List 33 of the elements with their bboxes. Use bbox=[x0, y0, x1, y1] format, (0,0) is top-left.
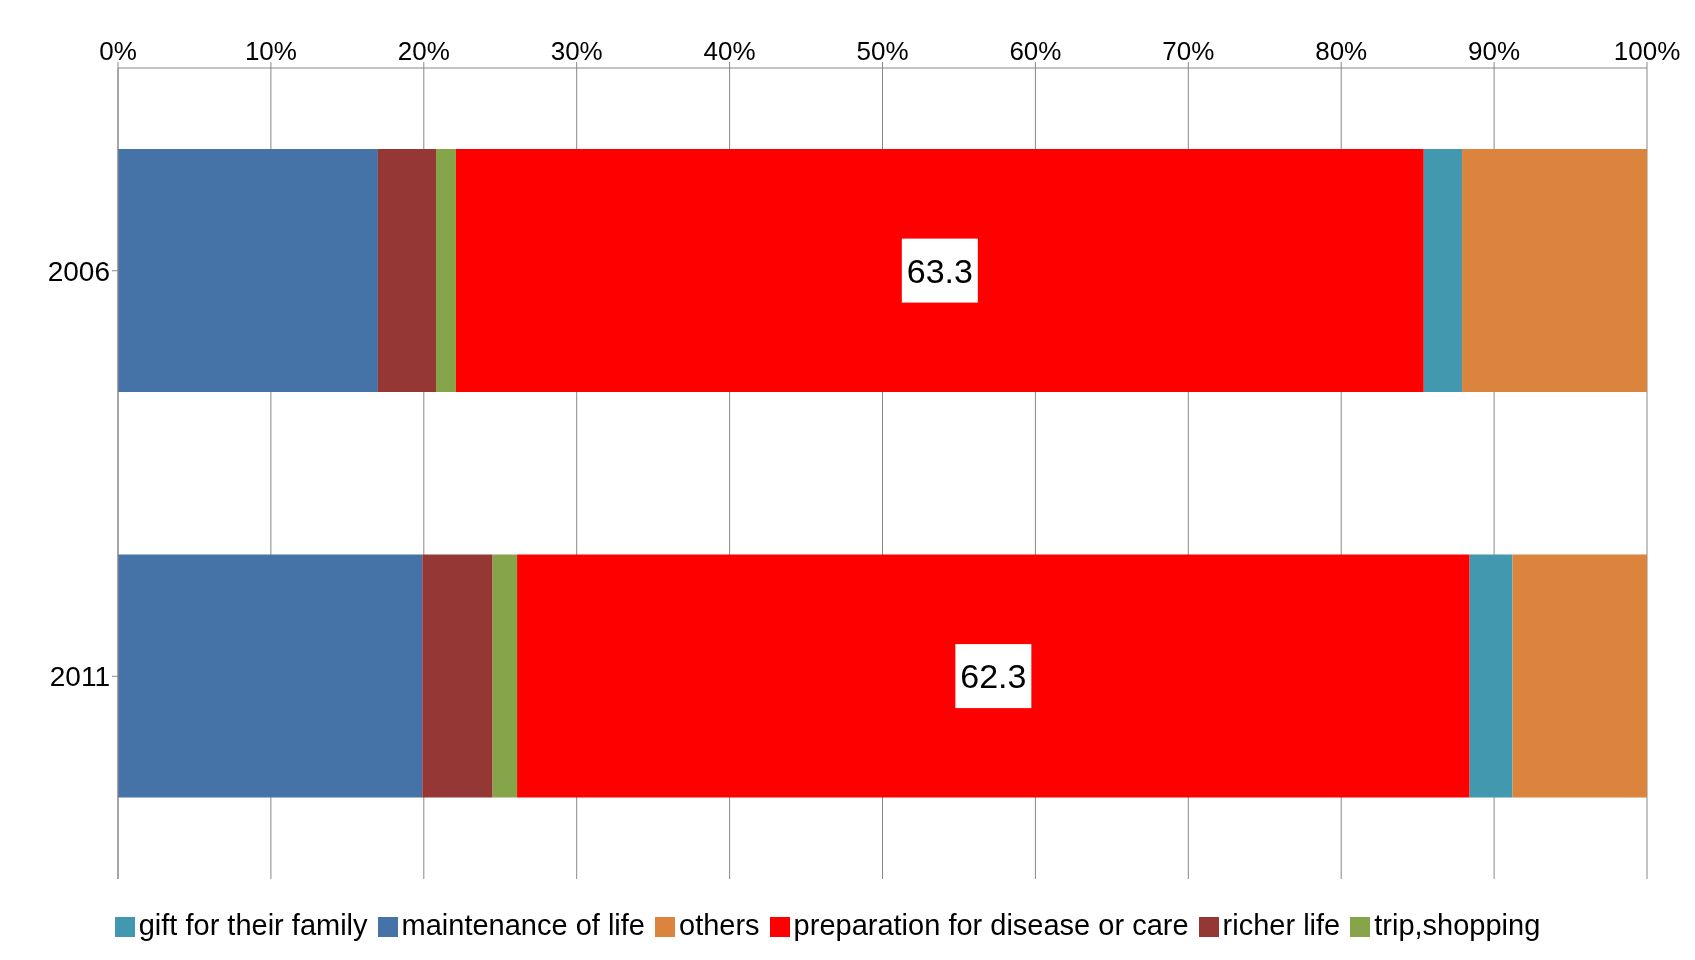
y-tick-label: 2006 bbox=[47, 255, 110, 287]
x-tick-label: 90% bbox=[1468, 36, 1521, 66]
bar bbox=[1469, 554, 1513, 798]
legend-label: maintenance of life bbox=[401, 909, 645, 941]
x-tick-label: 50% bbox=[856, 36, 909, 66]
legend-label: others bbox=[679, 909, 760, 941]
bar bbox=[422, 554, 493, 798]
bar bbox=[1512, 554, 1647, 798]
x-tick-label: 80% bbox=[1315, 36, 1368, 66]
data-label: 63.3 bbox=[906, 251, 973, 290]
x-tick-label: 10% bbox=[244, 36, 297, 66]
bar bbox=[492, 554, 518, 798]
x-tick-label: 60% bbox=[1009, 36, 1062, 66]
x-tick-label: 30% bbox=[550, 36, 603, 66]
x-tick-label: 40% bbox=[703, 36, 756, 66]
bar bbox=[436, 149, 456, 393]
legend-label: preparation for disease or care bbox=[793, 909, 1189, 941]
x-tick-label: 20% bbox=[397, 36, 450, 66]
bar bbox=[455, 149, 1424, 393]
bar bbox=[1461, 149, 1647, 393]
bar bbox=[118, 149, 378, 393]
data-label: 62.3 bbox=[960, 657, 1027, 696]
y-tick-label: 2011 bbox=[49, 661, 110, 693]
legend-label: trip,shopping bbox=[1374, 909, 1541, 941]
bar bbox=[118, 554, 423, 798]
bar bbox=[517, 554, 1470, 798]
x-tick-label: 70% bbox=[1162, 36, 1215, 66]
bar bbox=[1423, 149, 1462, 393]
legend-label: richer life bbox=[1222, 909, 1341, 941]
bar bbox=[377, 149, 437, 393]
legend-label: gift for their family bbox=[138, 909, 368, 941]
x-tick-label: 100% bbox=[1613, 36, 1681, 66]
x-tick-label: 0% bbox=[99, 36, 137, 66]
